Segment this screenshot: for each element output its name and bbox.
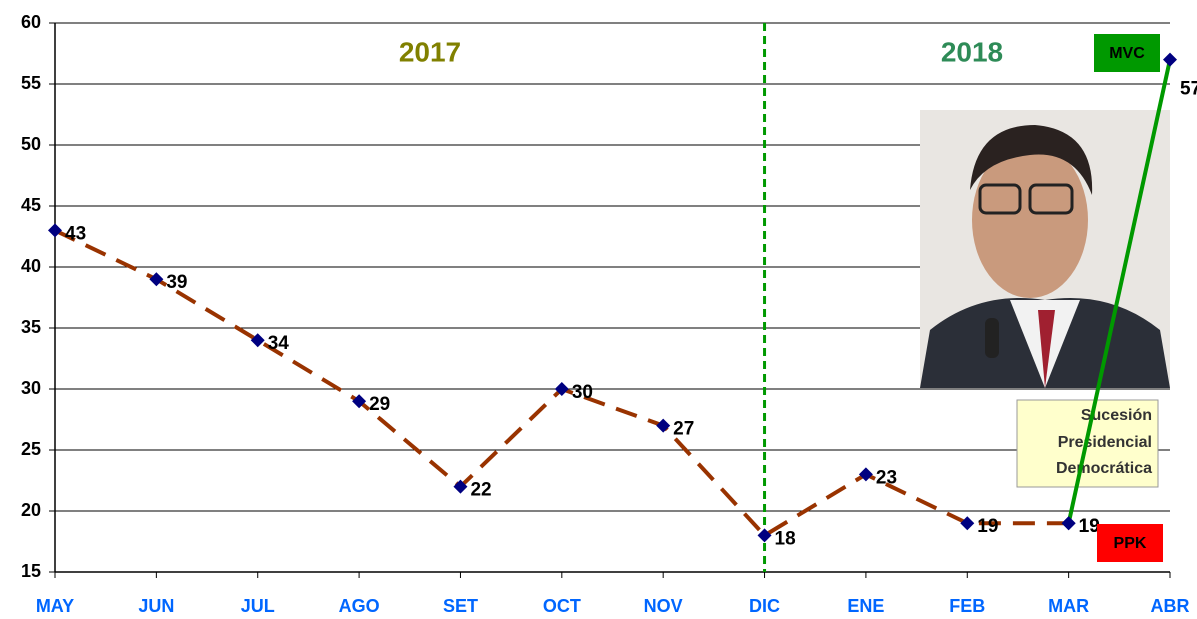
data-point xyxy=(757,528,772,543)
y-tick-label: 25 xyxy=(21,439,41,459)
y-tick-label: 20 xyxy=(21,500,41,520)
data-point xyxy=(858,467,873,482)
y-tick-label: 30 xyxy=(21,378,41,398)
series-line xyxy=(1066,59,1172,524)
note-text: Sucesión xyxy=(1081,407,1152,424)
data-label: 43 xyxy=(65,223,86,244)
data-label: 22 xyxy=(470,480,491,501)
y-tick-label: 40 xyxy=(21,256,41,276)
data-label: 19 xyxy=(1079,516,1100,537)
x-tick-label: JUL xyxy=(241,596,275,616)
x-tick-label: OCT xyxy=(543,596,581,616)
legend-tag xyxy=(1097,524,1163,562)
data-label: 39 xyxy=(166,272,187,293)
data-point xyxy=(656,418,671,433)
year-label: 2018 xyxy=(941,36,1003,67)
note-text: Presidencial xyxy=(1058,434,1152,451)
year-label: 2017 xyxy=(399,36,461,67)
data-label: 23 xyxy=(876,467,897,488)
data-label: 27 xyxy=(673,419,694,440)
y-tick-label: 45 xyxy=(21,195,41,215)
x-tick-label: ABR xyxy=(1151,596,1190,616)
data-label: 19 xyxy=(1079,516,1100,537)
note-text: Democrática xyxy=(1056,460,1152,477)
x-tick-label: DIC xyxy=(749,596,780,616)
x-tick-label: ENE xyxy=(847,596,884,616)
y-tick-label: 15 xyxy=(21,561,41,581)
data-point xyxy=(960,516,975,531)
data-label: 57 xyxy=(1180,79,1197,100)
x-tick-label: FEB xyxy=(949,596,985,616)
grid xyxy=(55,22,1170,573)
x-tick-label: SET xyxy=(443,596,478,616)
data-point xyxy=(1163,52,1177,67)
data-label: 19 xyxy=(977,516,998,537)
data-point xyxy=(1061,516,1076,531)
x-tick-label: MAY xyxy=(36,596,74,616)
x-tick-label: AGO xyxy=(339,596,380,616)
x-tick-label: JUN xyxy=(138,596,174,616)
data-point xyxy=(48,223,62,238)
x-tick-label: NOV xyxy=(644,596,683,616)
data-point xyxy=(149,272,164,287)
legend-label: MVC xyxy=(1109,45,1145,62)
y-tick-label: 55 xyxy=(21,73,41,93)
legend-label: PPK xyxy=(1114,535,1147,552)
data-label: 30 xyxy=(572,382,593,403)
data-label: 29 xyxy=(369,394,390,415)
data-point xyxy=(453,479,468,494)
data-point xyxy=(250,333,265,348)
y-tick-label: 35 xyxy=(21,317,41,337)
legend-tag xyxy=(1094,34,1160,72)
data-label: 18 xyxy=(775,528,796,549)
data-label: 34 xyxy=(268,333,290,354)
data-point xyxy=(352,394,367,409)
y-tick-label: 60 xyxy=(21,12,41,32)
photo xyxy=(920,110,1170,388)
data-point xyxy=(554,382,569,396)
x-tick-label: MAR xyxy=(1048,596,1089,616)
y-tick-label: 50 xyxy=(21,134,41,154)
